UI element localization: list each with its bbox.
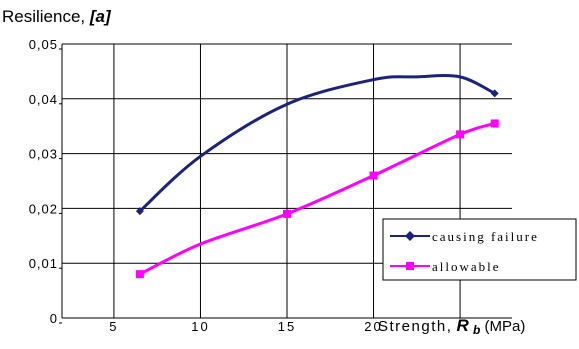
x-tick-label: 15: [278, 319, 296, 334]
legend: causing failure allowable: [382, 218, 577, 281]
legend-marker-allowable: [406, 262, 414, 270]
title-symbol: [a]: [89, 7, 112, 26]
x-tick-label: 5: [109, 319, 118, 334]
x-axis-label-unit: (MPa): [485, 318, 526, 335]
x-axis-label: Strength, R b (MPa): [378, 316, 525, 338]
legend-label-causing-failure: causing failure: [432, 229, 539, 244]
data-point: [135, 270, 144, 279]
data-point: [135, 207, 144, 216]
x-axis-label-text: Strength,: [378, 318, 452, 335]
x-tick-label: 20: [364, 319, 382, 334]
y-tick-label: 0,05: [29, 37, 58, 52]
series-layer: [135, 74, 499, 279]
y-tick-label: 0,03: [29, 147, 58, 162]
y-tick-label: 0: [50, 311, 58, 326]
grid: [59, 43, 512, 324]
legend-marker-causing-failure: [405, 231, 415, 241]
x-axis-label-subscript: b: [473, 323, 480, 337]
series-line-0: [138, 74, 496, 213]
data-point: [369, 171, 378, 180]
data-point: [490, 89, 499, 98]
chart-title: Resilience, [a]: [2, 7, 112, 26]
y-tick-label: 0,01: [29, 256, 58, 271]
x-tick-label: 10: [191, 319, 209, 334]
data-point: [490, 119, 499, 128]
legend-box: [382, 218, 577, 281]
tick-labels: 0 0,01 0,02 0,03 0,04 0,05 5 10 15 20: [29, 37, 382, 334]
data-point: [283, 209, 291, 218]
y-tick-label: 0,02: [29, 201, 58, 216]
y-tick-label: 0,04: [29, 92, 58, 107]
data-point: [456, 130, 465, 139]
x-axis-label-symbol: R: [457, 316, 470, 335]
legend-label-allowable: allowable: [432, 259, 501, 274]
